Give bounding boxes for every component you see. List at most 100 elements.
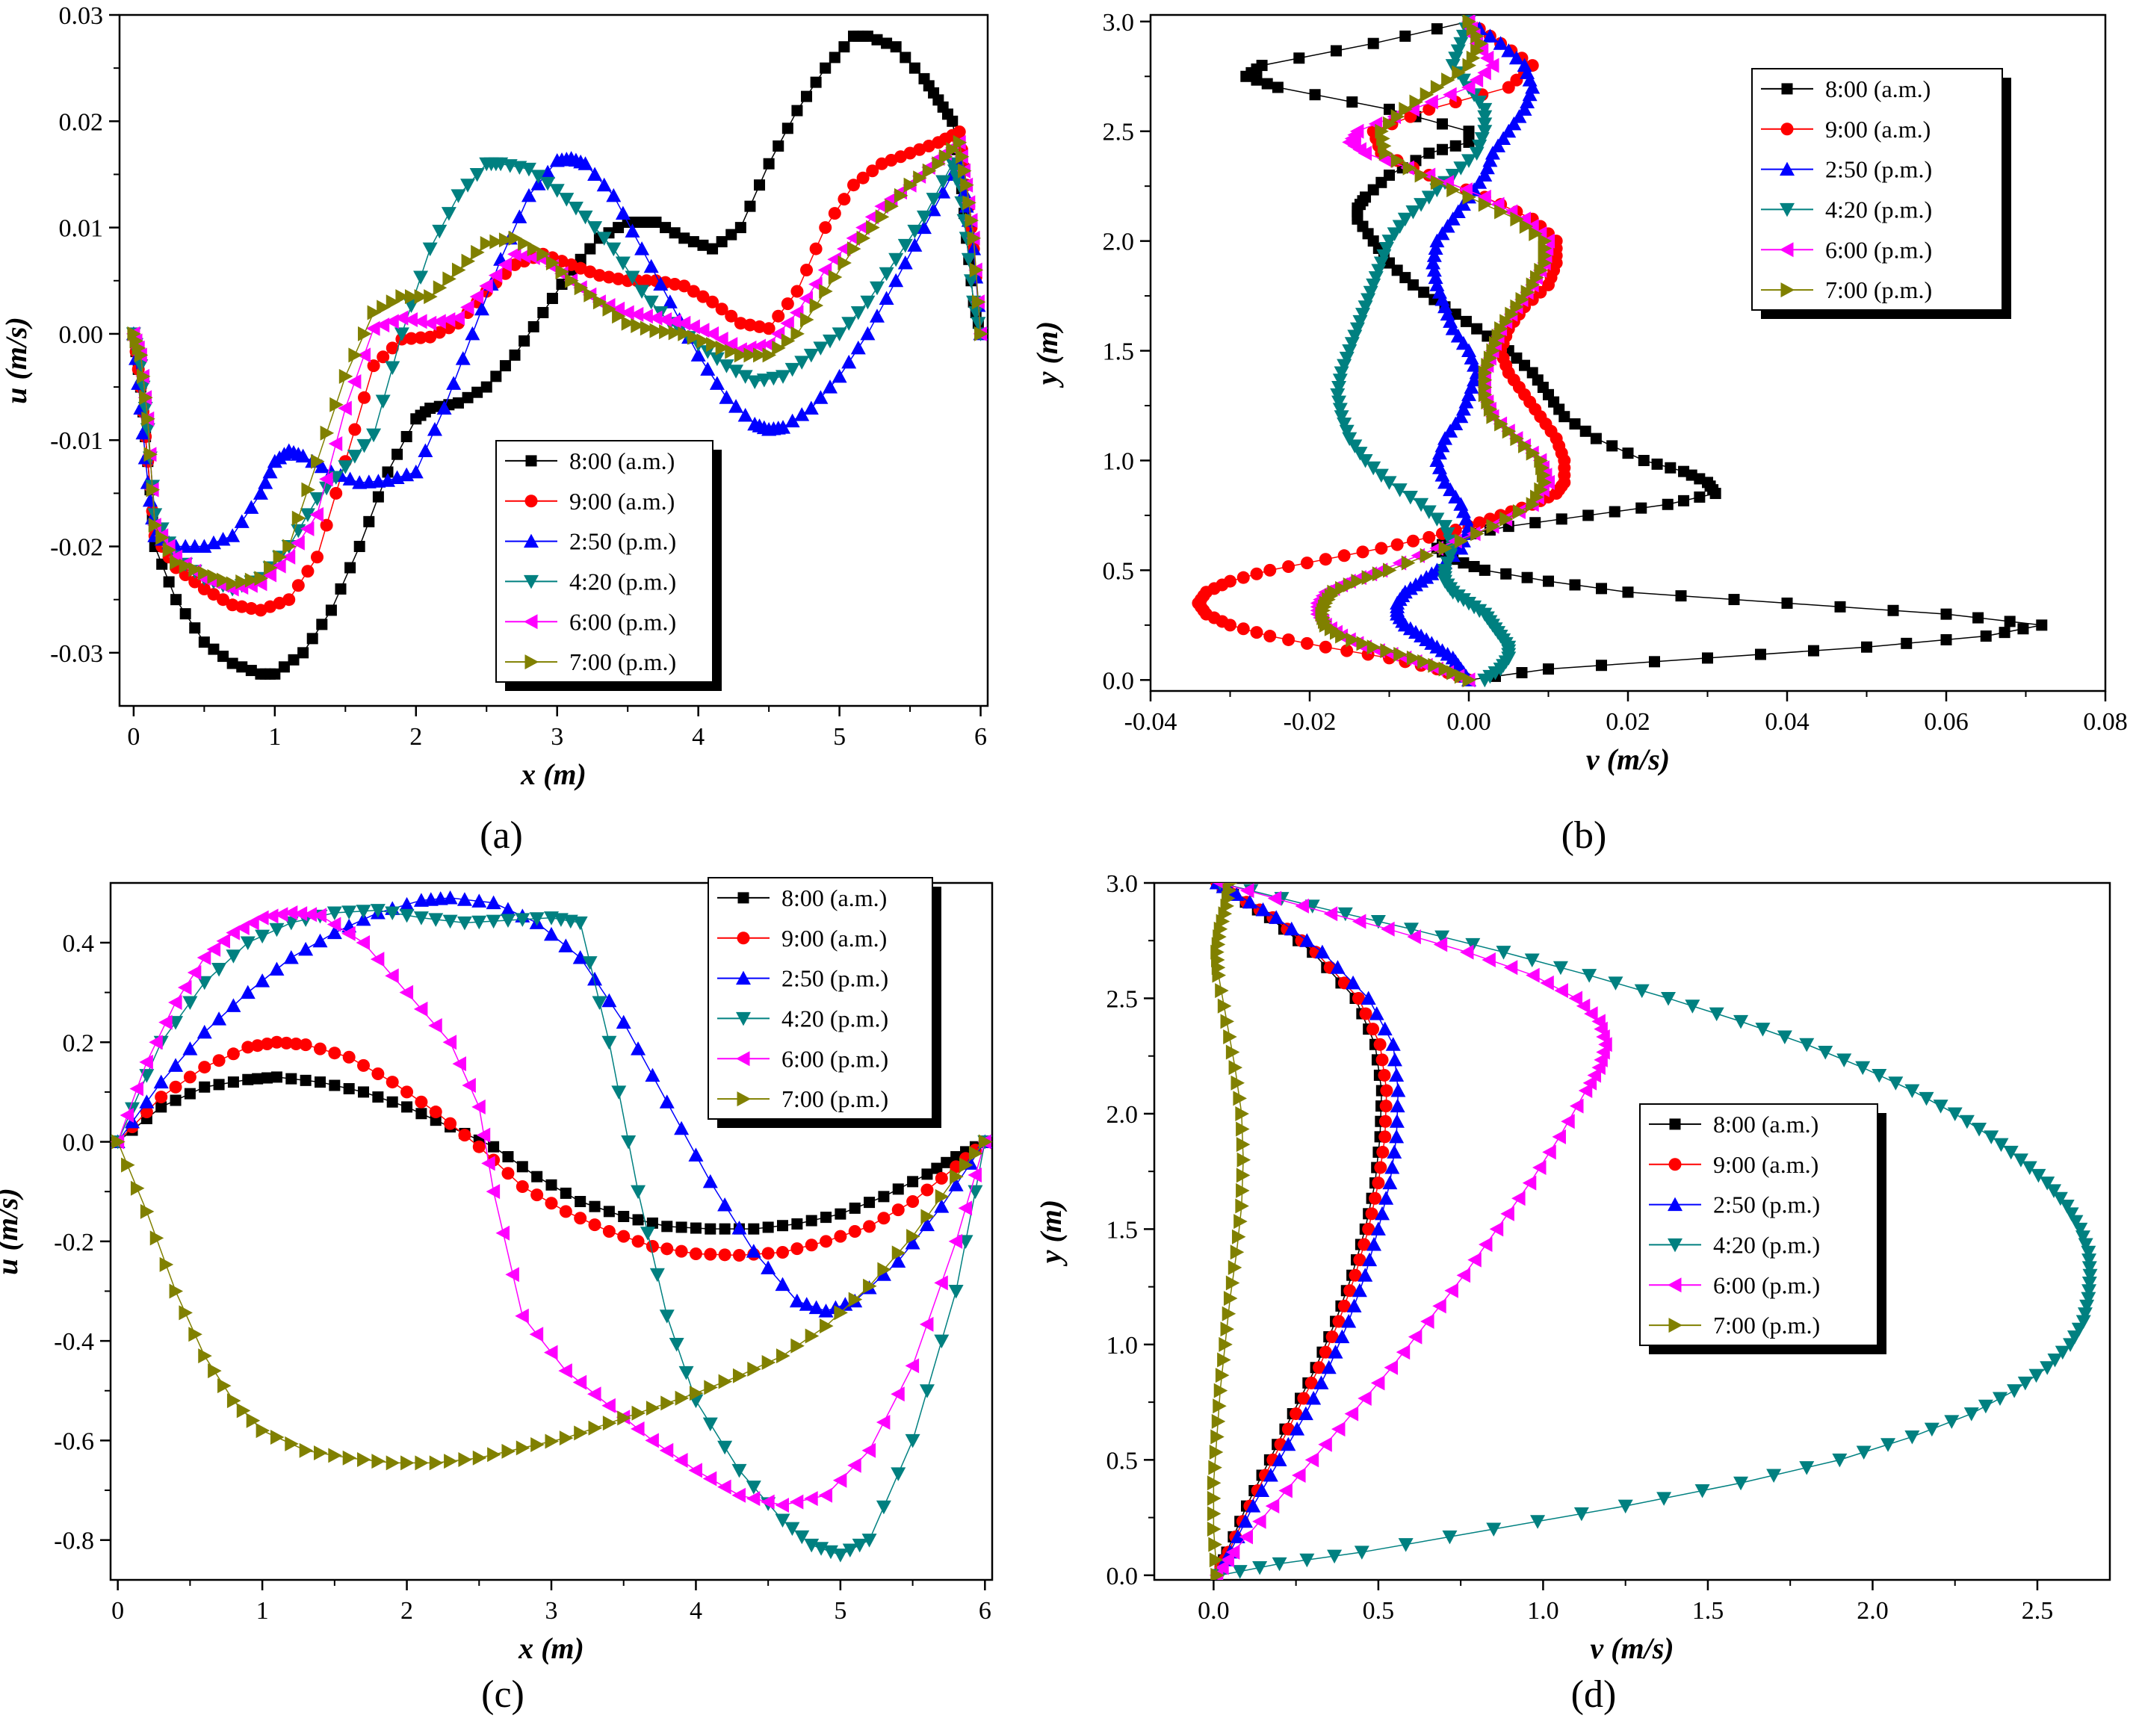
data-point	[770, 326, 785, 341]
data-point	[601, 1398, 616, 1413]
x-tick-label: 3	[551, 723, 563, 751]
data-point	[1520, 65, 1535, 79]
data-point	[646, 1401, 660, 1416]
data-point	[850, 306, 866, 320]
data-point	[892, 1183, 904, 1195]
data-point	[245, 915, 259, 931]
data-point	[147, 508, 163, 522]
data-point	[1440, 306, 1455, 321]
data-point	[1272, 81, 1284, 93]
data-point	[137, 402, 153, 416]
y-tick-label: -0.03	[50, 640, 103, 668]
data-point	[227, 1076, 239, 1088]
data-point	[1437, 520, 1453, 534]
data-point	[235, 574, 250, 589]
data-point	[841, 354, 857, 369]
data-point	[299, 1038, 312, 1052]
data-point	[313, 1042, 326, 1055]
data-point	[140, 1106, 153, 1119]
data-point	[148, 518, 163, 533]
data-point	[429, 1106, 442, 1119]
data-point	[1230, 1075, 1245, 1091]
data-point	[338, 460, 353, 474]
data-point	[2079, 1299, 2095, 1314]
data-point	[1256, 60, 1268, 72]
data-point	[436, 400, 452, 415]
data-point	[253, 486, 268, 500]
data-point	[631, 217, 643, 228]
series-700pm	[1207, 883, 1251, 1580]
data-point	[841, 317, 857, 331]
data-point	[810, 76, 822, 88]
data-point	[1442, 1530, 1458, 1545]
data-point	[1940, 633, 1952, 645]
data-point	[130, 1180, 145, 1196]
data-point	[446, 376, 462, 390]
legend-label: 2:50 (p.m.)	[1713, 1191, 1820, 1218]
data-point	[508, 230, 523, 246]
data-point	[1443, 424, 1458, 438]
data-point	[588, 1420, 603, 1436]
data-point	[961, 252, 976, 267]
data-point	[196, 539, 212, 554]
data-point	[953, 134, 968, 150]
data-point	[2017, 1376, 2033, 1391]
data-point	[1661, 991, 1677, 1006]
data-point	[747, 1361, 761, 1377]
data-point	[486, 914, 501, 929]
data-point	[1530, 270, 1544, 285]
data-point	[309, 492, 325, 506]
data-point	[776, 370, 791, 384]
data-point	[1590, 433, 1602, 444]
data-point	[558, 938, 574, 952]
data-point	[1375, 1053, 1389, 1067]
data-point	[1313, 1361, 1326, 1374]
data-point	[717, 1197, 733, 1212]
data-point	[838, 193, 851, 206]
data-point	[300, 521, 315, 536]
y-tick-label: 2.0	[1103, 229, 1135, 256]
data-point	[530, 1436, 545, 1452]
data-point	[762, 1221, 774, 1233]
data-point	[1346, 96, 1358, 108]
data-point	[1215, 983, 1229, 999]
data-point	[1470, 43, 1485, 58]
data-point	[1440, 219, 1455, 233]
data-point	[639, 309, 653, 324]
data-point	[1468, 560, 1480, 572]
data-point	[860, 295, 876, 310]
data-point	[451, 189, 466, 203]
legend-marker	[1668, 1158, 1682, 1171]
data-point	[1596, 583, 1607, 595]
data-point	[935, 1171, 948, 1185]
data-point	[1341, 1313, 1357, 1328]
data-point	[1309, 89, 1321, 101]
data-point	[596, 232, 612, 246]
data-point	[344, 562, 356, 574]
data-point	[659, 324, 673, 340]
data-point	[702, 1471, 717, 1487]
data-point	[836, 241, 851, 257]
data-point	[690, 347, 706, 362]
data-point	[1330, 960, 1346, 974]
data-point	[1390, 109, 1405, 125]
data-point	[329, 397, 344, 412]
data-point	[881, 37, 893, 49]
data-point	[555, 264, 570, 279]
data-point	[170, 554, 184, 570]
data-point	[1375, 1206, 1390, 1221]
data-point	[244, 572, 259, 588]
data-point	[856, 230, 871, 246]
data-point	[1228, 1259, 1242, 1275]
data-point	[615, 205, 631, 220]
data-point	[856, 171, 870, 185]
data-point	[1579, 425, 1591, 437]
data-point	[211, 1011, 227, 1026]
data-point	[725, 229, 737, 241]
data-point	[823, 379, 838, 394]
data-point	[347, 373, 362, 389]
data-point	[2082, 1268, 2098, 1283]
data-point	[1375, 542, 1388, 555]
data-point	[747, 375, 763, 389]
data-point	[530, 170, 546, 184]
